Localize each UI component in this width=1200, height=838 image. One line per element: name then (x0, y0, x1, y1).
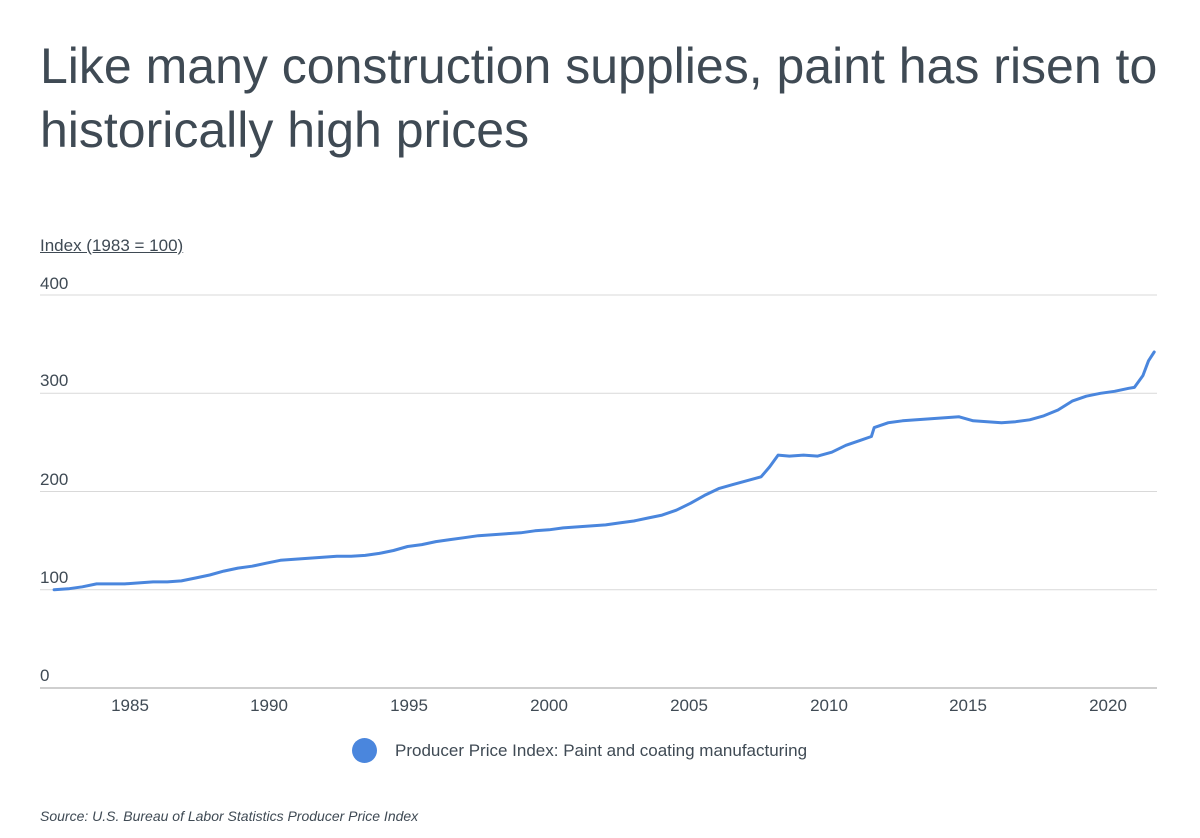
y-tick-label: 400 (40, 274, 69, 293)
x-tick-label: 2015 (949, 696, 987, 715)
series-layer (52, 350, 1156, 592)
x-tick-label: 2010 (810, 696, 848, 715)
y-tick-label: 0 (40, 666, 50, 685)
legend-label: Producer Price Index: Paint and coating … (395, 740, 808, 760)
x-tick-label: 2005 (670, 696, 708, 715)
x-tick-label: 1990 (250, 696, 288, 715)
y-axis-label: Index (1983 = 100) (40, 236, 184, 255)
x-tick-label: 1985 (111, 696, 149, 715)
y-tick-label: 100 (40, 568, 69, 587)
gridlines (40, 294, 1157, 689)
x-tick-label: 2020 (1089, 696, 1127, 715)
legend: Producer Price Index: Paint and coating … (352, 738, 807, 763)
x-tick-label: 1995 (390, 696, 428, 715)
y-tick-label: 300 (40, 371, 69, 390)
x-tick-label: 2000 (530, 696, 568, 715)
y-tick-label: 200 (40, 470, 69, 489)
source-note: Source: U.S. Bureau of Labor Statistics … (40, 808, 419, 824)
legend-marker (352, 738, 377, 763)
series-line-paint-ppi (52, 350, 1156, 592)
chart-title: Like many construction supplies, paint h… (40, 38, 1158, 158)
